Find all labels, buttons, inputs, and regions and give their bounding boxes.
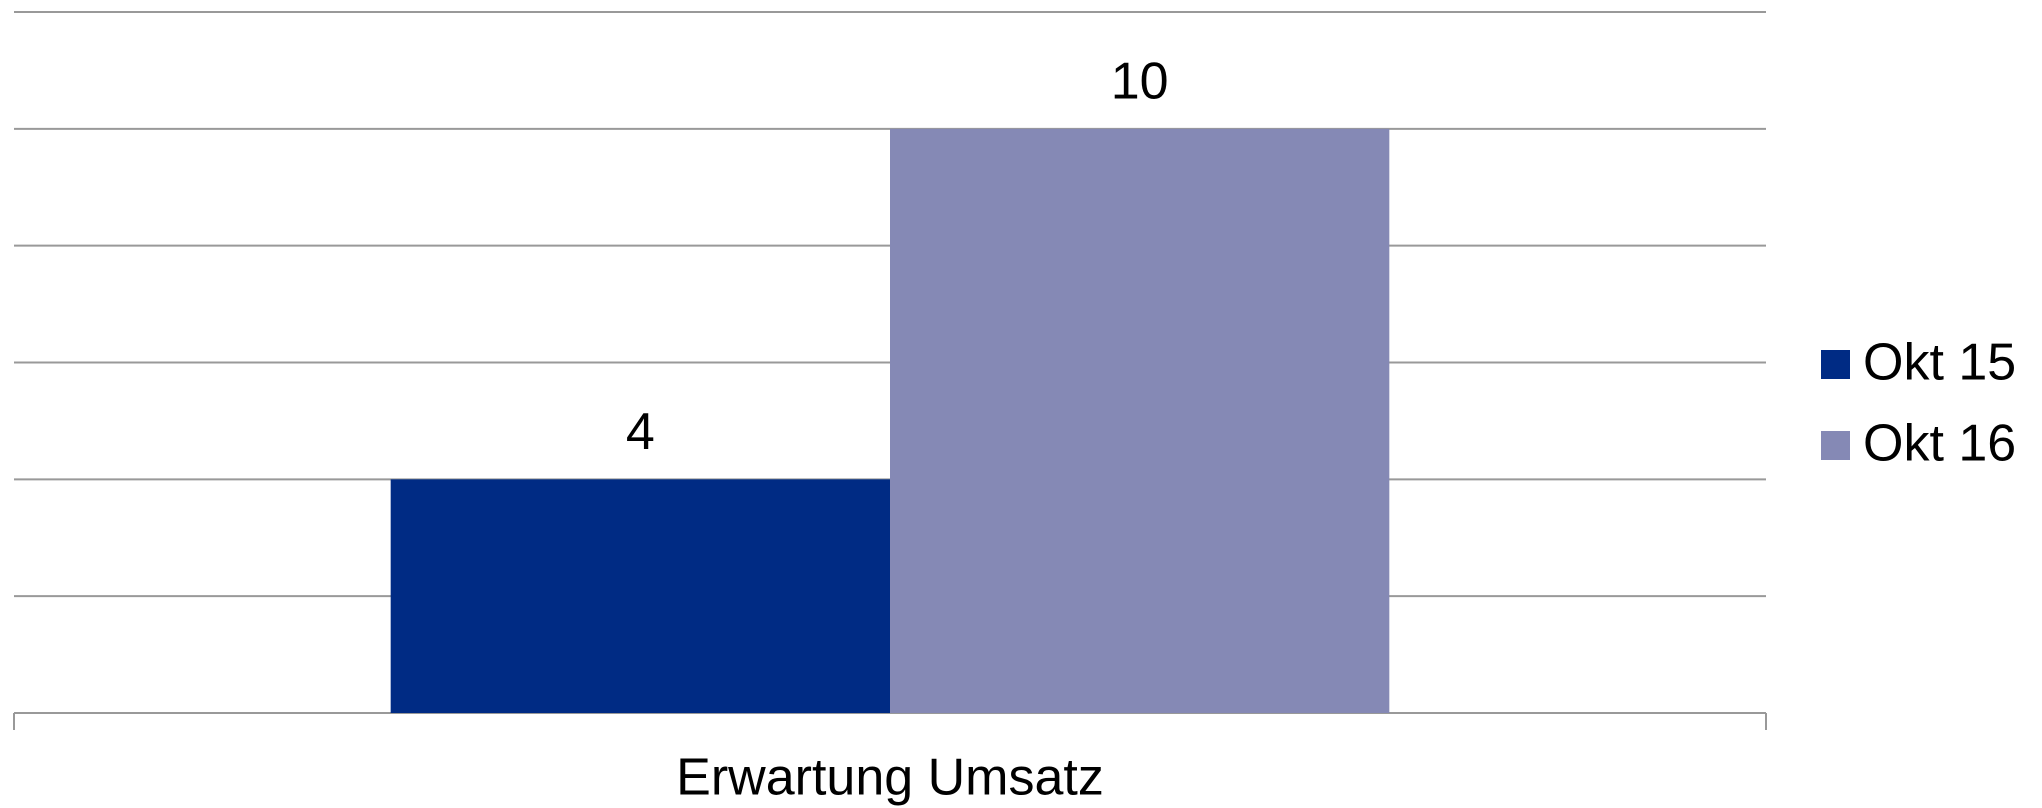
legend-swatch [1821, 431, 1850, 460]
data-label: 4 [626, 403, 655, 461]
data-label: 10 [1111, 53, 1169, 111]
legend-swatch [1821, 350, 1850, 379]
x-tick-label: Erwartung Umsatz [676, 749, 1104, 807]
bar [390, 479, 890, 713]
legend-label: Okt 15 [1863, 334, 2016, 392]
legend-label: Okt 16 [1863, 415, 2016, 473]
bar [890, 128, 1390, 714]
